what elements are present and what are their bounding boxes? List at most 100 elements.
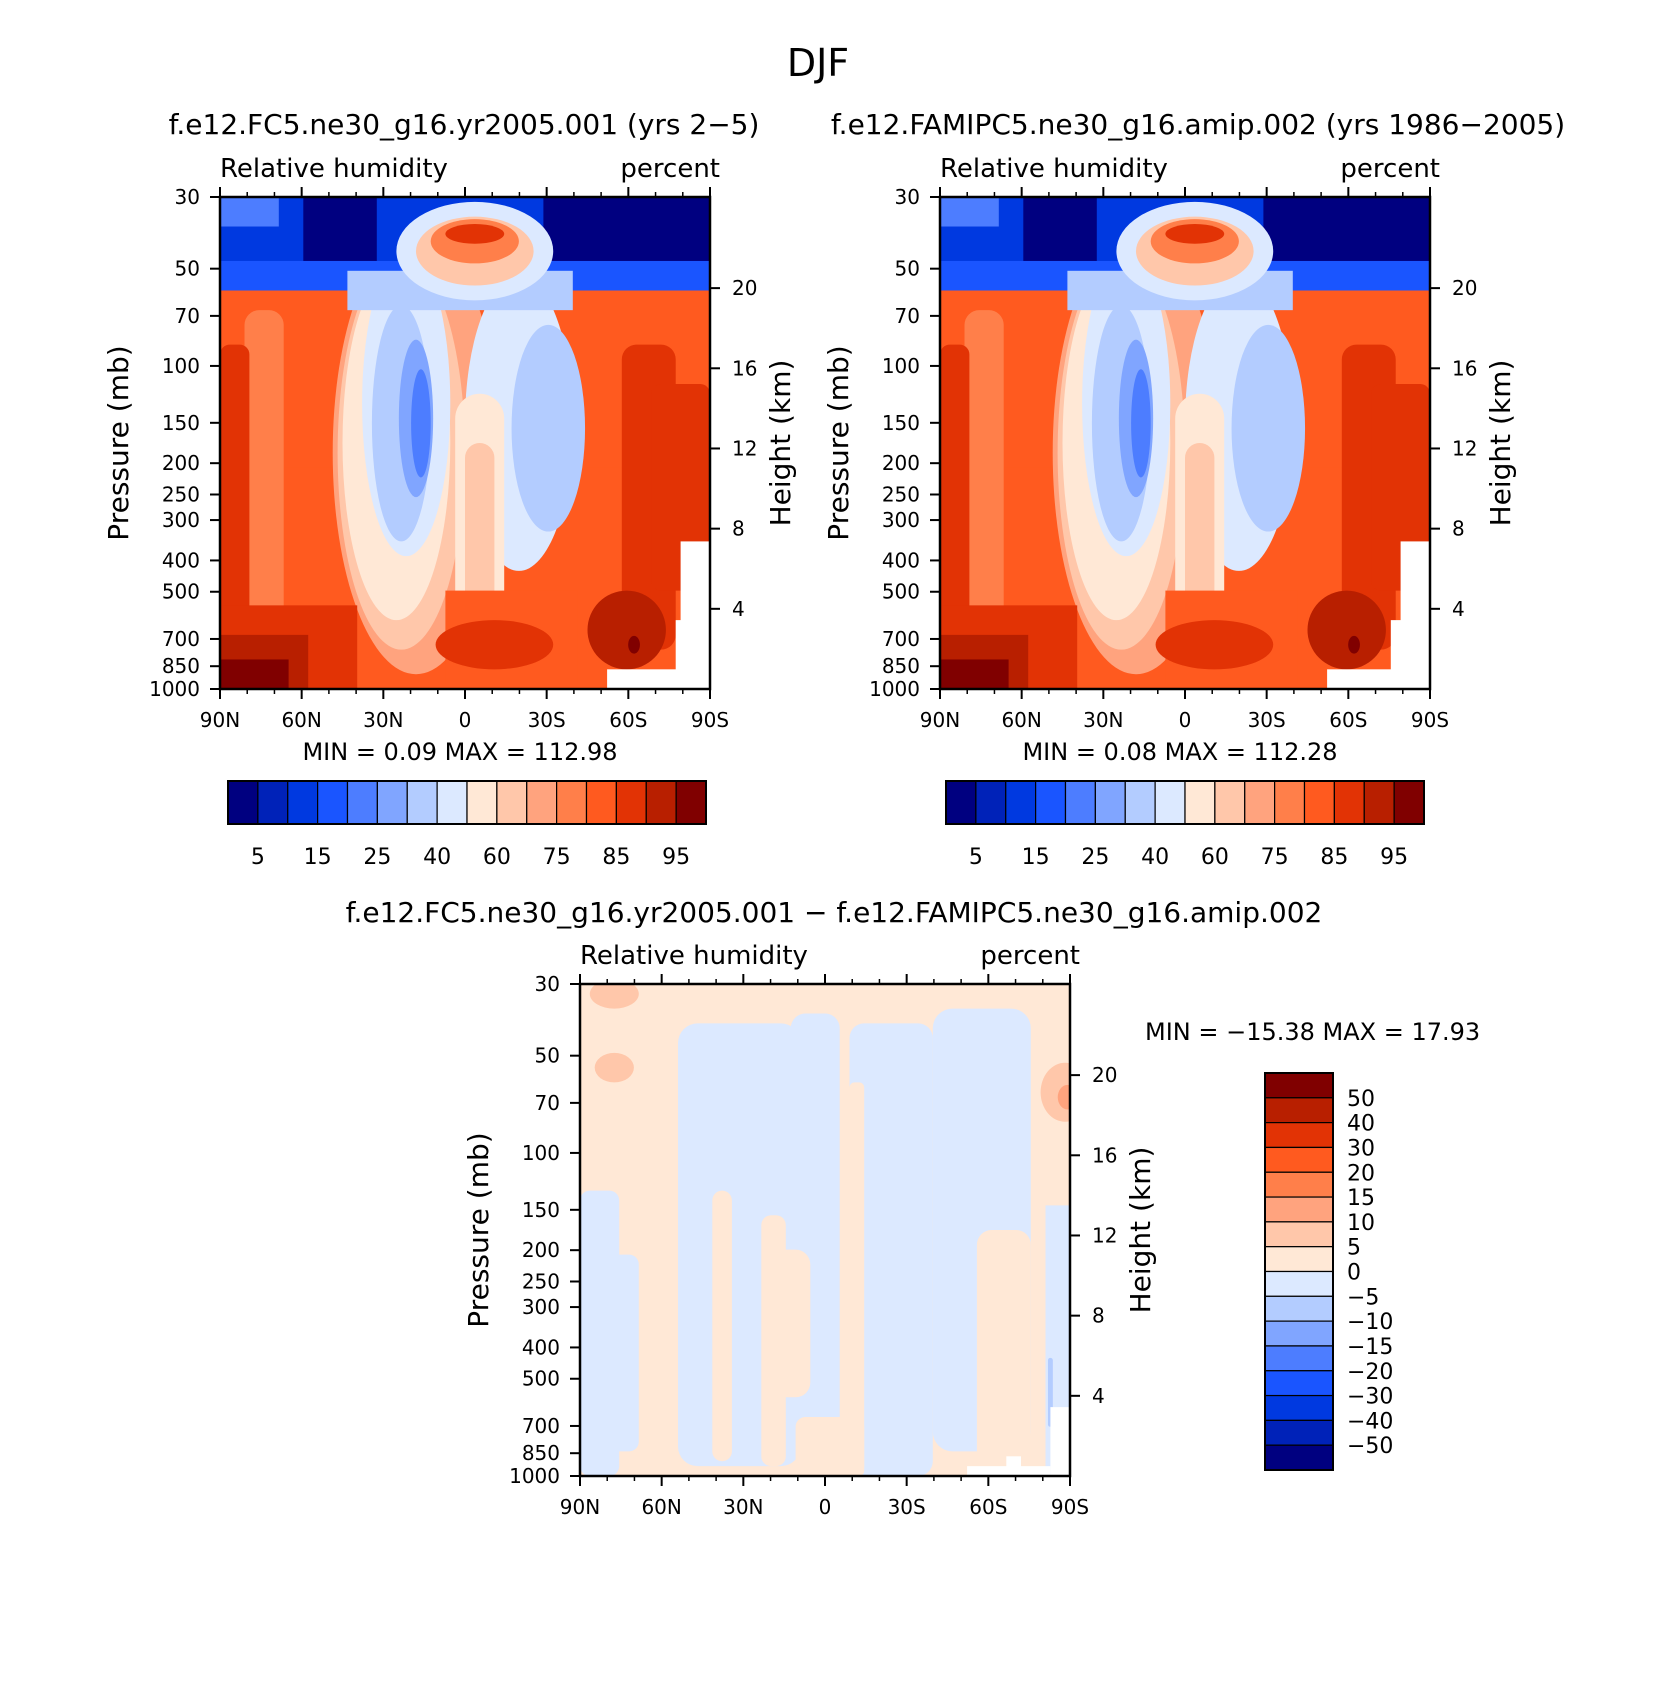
y2-tick-label: 12 [1452, 436, 1477, 460]
x-tick-label: 90S [1051, 1495, 1089, 1519]
missing-3 [1400, 541, 1430, 689]
colorbar-box [1264, 1345, 1334, 1372]
colorbar-box [1264, 1419, 1334, 1446]
y-axis-title: Pressure (mb) [822, 345, 855, 540]
y-tick-label: 250 [882, 482, 920, 506]
x-tick-label: 60N [281, 708, 321, 732]
x-tick-label: 0 [1179, 708, 1192, 732]
axes: 90N 60N 30N 0 30S 60S 90S 30 50 70 100 150 200 250300… [822, 185, 1517, 732]
y-tick-label: 400 [522, 1335, 560, 1359]
colorbar-box [1333, 780, 1365, 825]
units-label-control: percent [1340, 154, 1440, 184]
colorbar-label: 95 [1380, 845, 1408, 870]
y-tick-label: 300 [522, 1295, 560, 1319]
axes: 90N 60N 30N 0 30S 60S 90S 30 50 70 100 150 200 250300… [102, 185, 797, 732]
colorbar-label: −20 [1347, 1360, 1393, 1385]
y-tick-label: 250 [522, 1269, 560, 1293]
column-nh-edge [940, 344, 970, 616]
colorbar-label: 60 [1201, 845, 1229, 870]
colorbar-box [1264, 1221, 1334, 1248]
y2-tick-label: 8 [732, 517, 745, 541]
contour-plot-control: 90N 60N 30N 0 30S 60S 90S 30 50 70 100 150 200 250300… [822, 185, 1517, 732]
y-tick-label: 300 [162, 508, 200, 532]
y2-axis-title: Height (km) [1484, 360, 1517, 527]
panel-title-difference: f.e12.FC5.ne30_g16.yr2005.001 − f.e12.FA… [346, 896, 1323, 929]
missing-2 [1006, 1456, 1021, 1476]
y2-tick-label: 20 [1092, 1063, 1117, 1087]
colorbar-box [287, 780, 319, 825]
y-tick-label: 150 [882, 411, 920, 435]
colorbar-label: 5 [251, 845, 265, 870]
column-nh [244, 310, 284, 665]
units-label-difference: percent [980, 941, 1080, 971]
colorbar-box [1393, 780, 1425, 825]
x-tick-label: 30S [528, 708, 566, 732]
column-sh-2 [1371, 383, 1430, 591]
strat-pole [940, 197, 999, 227]
colorbar-box [1184, 780, 1216, 825]
colorbar-box [1005, 780, 1037, 825]
colorbar-label: 5 [969, 845, 983, 870]
stats-control: MIN = 0.08 MAX = 112.28 [1022, 738, 1337, 766]
y2-tick-label: 4 [732, 597, 745, 621]
colorbar-label: 25 [363, 845, 391, 870]
axes: 90N 60N 30N 0 30S 60S 90S 30 50 70 100 150 200 250300… [462, 972, 1157, 1519]
y2-tick-label: 8 [1092, 1304, 1105, 1328]
dry-sh-2 [511, 324, 586, 532]
y-tick-label: 850 [882, 654, 920, 678]
x-tick-label: 60S [1329, 708, 1367, 732]
x-tick-label: 30S [1248, 708, 1286, 732]
y2-tick-label: 16 [732, 356, 757, 380]
bl-eq-core [435, 620, 554, 670]
pos-strip-3 [849, 1082, 865, 1476]
colorbar-box [1244, 780, 1276, 825]
y2-tick-label: 16 [1092, 1143, 1117, 1167]
y-tick-label: 150 [162, 411, 200, 435]
y2-tick-label: 4 [1452, 597, 1465, 621]
y-tick-label: 100 [882, 354, 920, 378]
y-tick-label: 700 [162, 627, 200, 651]
colorbar-box [1264, 1370, 1334, 1397]
colorbar-box [645, 780, 677, 825]
variable-label-difference: Relative humidity [580, 941, 808, 971]
stats-difference: MIN = −15.38 MAX = 17.93 [1145, 1018, 1480, 1046]
colorbar-box [1094, 780, 1126, 825]
y-tick-label: 850 [522, 1441, 560, 1465]
x-tick-label: 60S [969, 1495, 1007, 1519]
column-sh-2 [651, 383, 710, 591]
contour-fill [580, 984, 1070, 1476]
bl-sh-max [628, 635, 640, 654]
y-tick-label: 30 [895, 185, 920, 209]
colorbar-label: 40 [1141, 845, 1169, 870]
colorbar-box [1264, 1196, 1334, 1223]
y2-tick-label: 4 [1092, 1384, 1105, 1408]
colorbar-box [675, 780, 707, 825]
y-tick-label: 50 [895, 257, 920, 281]
y-tick-label: 100 [522, 1141, 560, 1165]
y2-tick-label: 8 [1452, 517, 1465, 541]
y-tick-label: 30 [175, 185, 200, 209]
pos-strip-1 [712, 1190, 732, 1462]
colorbar-box [1264, 1246, 1334, 1273]
dry-nh-core [1131, 369, 1151, 478]
pos-strip-5 [976, 1230, 1031, 1472]
x-tick-label: 0 [819, 1495, 832, 1519]
colorbar-label: 0 [1347, 1261, 1361, 1286]
y2-axis-title: Height (km) [1124, 1147, 1157, 1314]
colorbar-box [466, 780, 498, 825]
missing-3 [1050, 1407, 1070, 1476]
x-tick-label: 90S [1411, 708, 1449, 732]
stats-test: MIN = 0.09 MAX = 112.98 [302, 738, 617, 766]
y-axis-title: Pressure (mb) [462, 1132, 495, 1327]
strat-pole [220, 197, 279, 227]
colorbar-label: −5 [1347, 1285, 1379, 1310]
bl-sh-core [1307, 590, 1386, 670]
y2-tick-label: 12 [1092, 1223, 1117, 1247]
x-tick-label: 30S [888, 1495, 926, 1519]
y-tick-label: 50 [175, 257, 200, 281]
colorbar-label: 40 [423, 845, 451, 870]
colorbar-box [975, 780, 1007, 825]
colorbar-box [1154, 780, 1186, 825]
colorbar-control: 5 15 25 40 60 75 85 95 [945, 780, 1425, 870]
